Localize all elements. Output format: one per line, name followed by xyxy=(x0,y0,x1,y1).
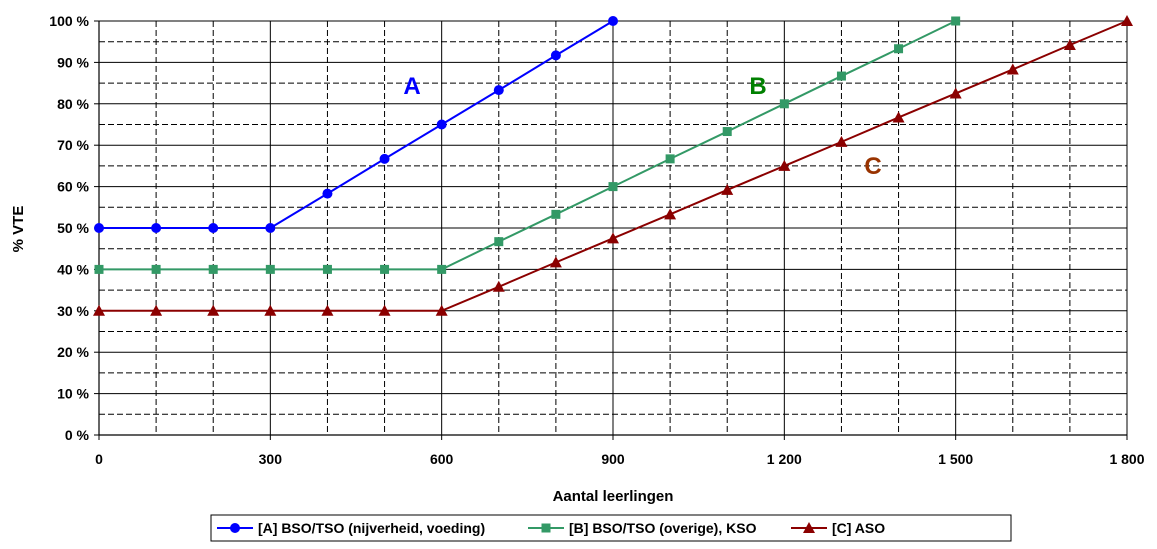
x-axis-label: Aantal leerlingen xyxy=(553,488,674,505)
y-axis-label: % VTE xyxy=(10,206,27,253)
data-point xyxy=(779,99,789,109)
data-point xyxy=(951,16,961,26)
data-point xyxy=(894,44,904,54)
y-tick-label: 30 % xyxy=(57,303,89,319)
y-tick-label: 20 % xyxy=(57,344,89,360)
legend-entry-label: [C] ASO xyxy=(832,520,885,536)
data-point xyxy=(949,87,962,99)
data-point xyxy=(379,153,390,164)
data-point xyxy=(665,154,675,164)
data-point xyxy=(1121,15,1133,26)
data-point xyxy=(721,183,734,195)
x-tick-label: 1 500 xyxy=(938,451,973,467)
legend-entry-label: [A] BSO/TSO (nijverheid, voeding) xyxy=(258,520,485,536)
data-point xyxy=(835,135,848,147)
data-point xyxy=(265,264,275,274)
y-tick-label: 90 % xyxy=(57,54,89,70)
axes xyxy=(94,20,1128,440)
y-tick-label: 60 % xyxy=(57,179,89,195)
data-point xyxy=(664,208,677,220)
y-tick-label: 10 % xyxy=(57,386,89,402)
data-point xyxy=(322,188,333,199)
data-point xyxy=(493,85,504,96)
x-tick-label: 300 xyxy=(259,451,283,467)
y-tick-label: 50 % xyxy=(57,220,89,236)
y-tick-label: 100 % xyxy=(49,13,89,29)
y-tick-label: 80 % xyxy=(57,96,89,112)
data-point xyxy=(722,127,732,137)
data-point xyxy=(437,264,447,274)
data-point xyxy=(150,304,163,316)
data-point xyxy=(492,280,505,292)
data-point xyxy=(778,159,791,171)
data-point xyxy=(435,304,448,316)
series-a xyxy=(94,16,618,233)
legend: [A] BSO/TSO (nijverheid, voeding) [B] BSO… xyxy=(210,514,1012,542)
data-point xyxy=(1063,39,1076,51)
legend-swatch-marker xyxy=(230,523,240,533)
data-point xyxy=(94,264,104,274)
data-point xyxy=(494,237,504,247)
x-tick-label: 1 200 xyxy=(767,451,802,467)
data-point xyxy=(836,71,846,81)
data-point xyxy=(551,209,561,219)
data-point xyxy=(892,111,905,123)
series-group: A B C xyxy=(93,15,1133,316)
series-annotation: C xyxy=(864,153,881,180)
series-annotation: A xyxy=(403,73,420,100)
data-point xyxy=(264,304,277,316)
data-point xyxy=(436,119,447,130)
legend-swatch-marker xyxy=(541,523,551,533)
data-point xyxy=(151,264,161,274)
data-point xyxy=(380,264,390,274)
legend-entry-label: [B] BSO/TSO (overige), KSO xyxy=(569,520,757,536)
series-c xyxy=(93,15,1133,316)
data-point xyxy=(378,304,391,316)
data-point xyxy=(94,223,104,233)
series-b xyxy=(94,16,961,274)
data-point xyxy=(208,223,219,233)
data-point xyxy=(608,182,618,192)
data-point xyxy=(93,304,105,316)
series-line xyxy=(99,20,614,229)
x-tick-label: 900 xyxy=(601,451,625,467)
legend-box xyxy=(210,514,1012,542)
series-annotation: B xyxy=(749,73,766,100)
data-point xyxy=(208,264,218,274)
x-tick-label: 0 xyxy=(95,451,103,467)
data-point xyxy=(550,50,561,61)
data-point xyxy=(265,223,276,233)
data-point xyxy=(151,223,162,233)
y-tick-label: 70 % xyxy=(57,137,89,153)
data-point xyxy=(549,256,562,268)
y-tick-label: 0 % xyxy=(65,427,90,443)
series-line xyxy=(99,20,957,271)
data-point xyxy=(1006,63,1019,75)
data-point xyxy=(322,264,332,274)
x-tick-label: 1 800 xyxy=(1109,451,1144,467)
data-point xyxy=(207,304,220,316)
x-tick-label: 600 xyxy=(430,451,454,467)
data-point xyxy=(607,232,619,244)
y-tick-label: 40 % xyxy=(57,261,89,277)
tick-labels: 0 % 10 % 20 % 30 % 40 % 50 % 60 % 70 % 80 % 90 % 1… xyxy=(49,13,1144,467)
data-point xyxy=(321,304,334,316)
legend-swatch-marker xyxy=(803,522,815,533)
data-point xyxy=(608,16,618,26)
